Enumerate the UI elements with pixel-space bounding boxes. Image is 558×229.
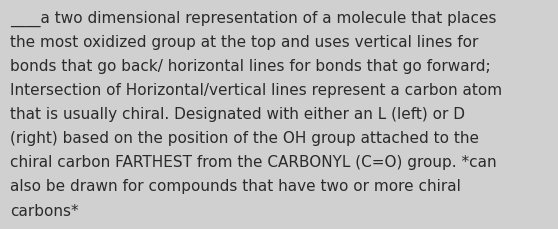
Text: (right) based on the position of the OH group attached to the: (right) based on the position of the OH … [10,131,479,145]
Text: bonds that go back/ horizontal lines for bonds that go forward;: bonds that go back/ horizontal lines for… [10,58,490,73]
Text: that is usually chiral. Designated with either an L (left) or D: that is usually chiral. Designated with … [10,106,465,121]
Text: chiral carbon FARTHEST from the CARBONYL (C=O) group. *can: chiral carbon FARTHEST from the CARBONYL… [10,155,497,169]
Text: ____a two dimensional representation of a molecule that places: ____a two dimensional representation of … [10,10,497,26]
Text: the most oxidized group at the top and uses vertical lines for: the most oxidized group at the top and u… [10,34,478,49]
Text: Intersection of Horizontal/vertical lines represent a carbon atom: Intersection of Horizontal/vertical line… [10,82,502,97]
Text: carbons*: carbons* [10,203,79,218]
Text: also be drawn for compounds that have two or more chiral: also be drawn for compounds that have tw… [10,179,461,194]
